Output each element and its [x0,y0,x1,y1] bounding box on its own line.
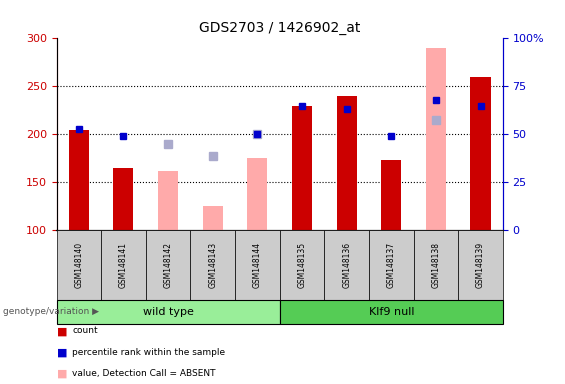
Text: GSM148143: GSM148143 [208,242,217,288]
Text: GSM148142: GSM148142 [164,242,172,288]
Bar [471,77,490,230]
Text: GSM148137: GSM148137 [387,242,396,288]
Bar [158,171,178,230]
Bar [292,106,312,230]
Bar [381,161,401,230]
Bar [337,96,357,230]
Bar [114,168,133,230]
Text: ■: ■ [56,326,67,336]
Text: GSM148144: GSM148144 [253,242,262,288]
Bar [426,48,446,230]
Bar [203,207,223,230]
Text: GSM148141: GSM148141 [119,242,128,288]
Text: GSM148139: GSM148139 [476,242,485,288]
Text: GSM148135: GSM148135 [298,242,306,288]
Text: GSM148140: GSM148140 [75,242,83,288]
Text: GSM148136: GSM148136 [342,242,351,288]
Text: ■: ■ [56,348,67,358]
Text: count: count [72,326,98,335]
Bar [247,158,267,230]
Text: value, Detection Call = ABSENT: value, Detection Call = ABSENT [72,369,216,377]
Text: ■: ■ [56,369,67,379]
Text: wild type: wild type [142,307,194,317]
Title: GDS2703 / 1426902_at: GDS2703 / 1426902_at [199,21,360,35]
Text: percentile rank within the sample: percentile rank within the sample [72,348,225,356]
Text: GSM148138: GSM148138 [432,242,440,288]
Text: genotype/variation ▶: genotype/variation ▶ [3,308,99,316]
Text: Klf9 null: Klf9 null [368,307,414,317]
Bar [69,129,89,230]
